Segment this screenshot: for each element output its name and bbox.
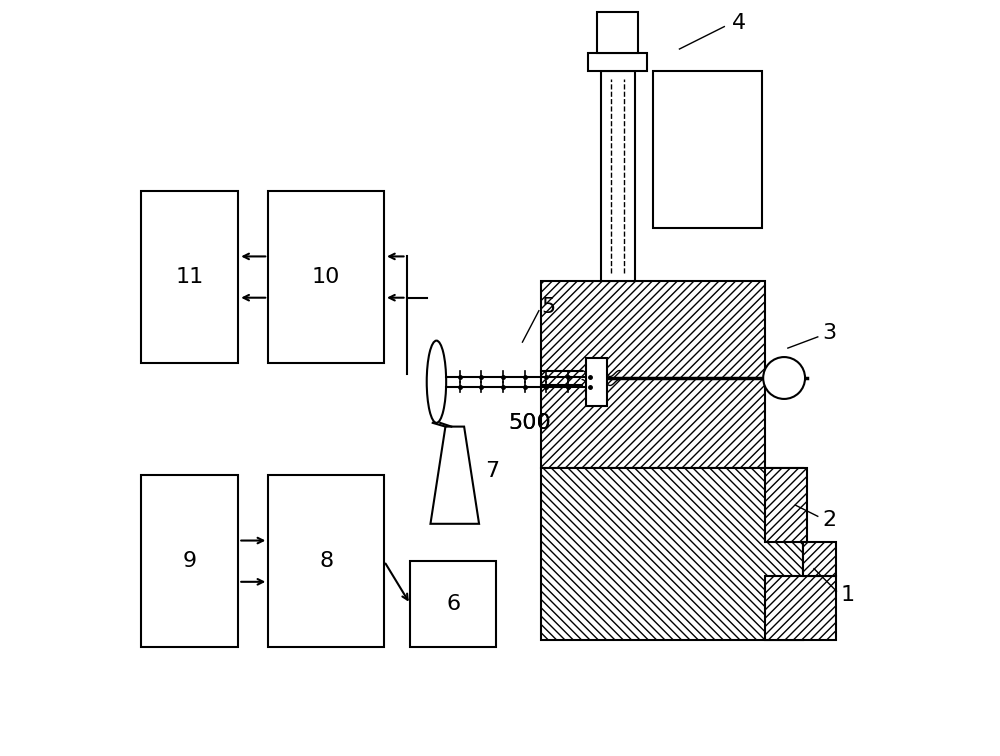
Text: 2: 2 bbox=[822, 510, 836, 530]
Text: 10: 10 bbox=[312, 267, 340, 287]
Bar bbox=[653, 72, 762, 228]
Text: 8: 8 bbox=[319, 551, 333, 572]
Bar bbox=[586, 358, 607, 406]
Text: 4: 4 bbox=[732, 13, 746, 33]
Bar bbox=[141, 476, 238, 647]
Text: 500: 500 bbox=[509, 413, 551, 433]
Bar bbox=[765, 576, 836, 640]
Text: 6: 6 bbox=[446, 594, 460, 614]
Bar bbox=[410, 561, 496, 647]
Circle shape bbox=[763, 357, 805, 399]
Bar bbox=[588, 53, 647, 72]
Bar bbox=[765, 468, 807, 543]
Bar bbox=[268, 191, 384, 363]
Text: 5: 5 bbox=[541, 297, 556, 317]
Ellipse shape bbox=[427, 341, 446, 423]
Text: 3: 3 bbox=[822, 323, 836, 343]
Text: 11: 11 bbox=[176, 267, 204, 287]
Bar bbox=[541, 280, 765, 468]
Bar bbox=[597, 11, 638, 53]
Bar bbox=[541, 468, 803, 640]
Text: 9: 9 bbox=[183, 551, 197, 572]
Bar bbox=[601, 72, 635, 280]
Text: 500: 500 bbox=[509, 413, 551, 433]
Text: 7: 7 bbox=[485, 461, 500, 482]
Bar bbox=[141, 191, 238, 363]
Bar bbox=[268, 476, 384, 647]
Bar bbox=[803, 543, 836, 576]
Text: 1: 1 bbox=[841, 585, 855, 605]
Polygon shape bbox=[430, 426, 479, 524]
